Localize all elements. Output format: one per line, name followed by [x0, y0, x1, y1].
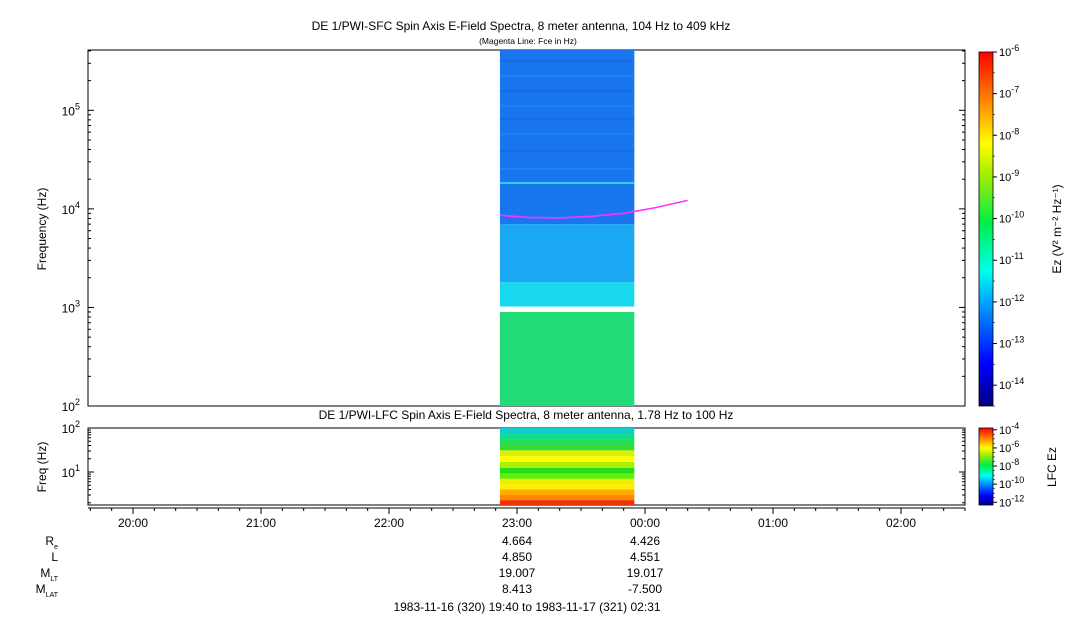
sfc-subtitle: (Magenta Line: Fce in Hz): [479, 36, 577, 46]
spectrogram-band-1-7: [499, 461, 635, 468]
ephemeris-value: 4.850: [502, 550, 532, 564]
y-tick-label: 103: [62, 298, 80, 315]
spectrogram-band-0-0: [499, 311, 635, 406]
colorbar-tick-label: 10-14: [999, 376, 1024, 392]
ephemeris-row-label: L: [51, 550, 58, 564]
colorbar-tick-label: 10-4: [999, 421, 1019, 437]
colorbar-tick-label: 10-8: [999, 126, 1019, 142]
colorbar-tick-label: 10-6: [999, 43, 1019, 59]
spectrogram-band-0-2: [499, 224, 635, 283]
spectrogram-band-1-9: [499, 450, 635, 457]
sfc-colorbar: 10-6 10-7 10-8 10-9 10-10 10-11 10-12 10-13 10-1…: [978, 43, 1064, 407]
lfc-colorbar: 10-4 10-6 10-8 10-10 10-12 LFC Ez: [978, 421, 1059, 509]
time-tick-label: 00:00: [630, 516, 660, 530]
spectrogram-band-1-3: [499, 484, 635, 490]
ephemeris-value: 19.007: [499, 566, 536, 580]
spectrogram-band-1-1: [499, 495, 635, 501]
sfc-colorbar-scale: [978, 51, 994, 407]
sfc-y-axis: 105 104 103 102: [62, 50, 965, 414]
spectrogram-band-1-10: [499, 444, 635, 451]
lfc-spectrogram-data: [499, 428, 635, 505]
spectrogram-band-1-12: [499, 433, 635, 440]
spectrogram-band-0-3: [499, 50, 635, 225]
lfc-y-axis: 102 101: [62, 419, 965, 504]
colorbar-tick-label: 10-10: [999, 475, 1024, 491]
colorbar-tick-label: 10-8: [999, 457, 1019, 473]
y-tick-label: 101: [62, 463, 80, 480]
ephemeris-value: 19.017: [627, 566, 664, 580]
ephemeris-table: Re 4.664 4.426 L 4.850 4.551 MLT 19.007 19.017 ML…: [36, 534, 664, 599]
sfc-title: DE 1/PWI-SFC Spin Axis E-Field Spectra, …: [312, 19, 731, 33]
colorbar-tick-label: 10-9: [999, 168, 1019, 184]
ephemeris-value: 4.426: [630, 534, 660, 548]
ephemeris-row-label: MLAT: [36, 582, 59, 599]
spectrogram-band-0-1: [499, 282, 635, 307]
spectrogram-band-1-11: [499, 439, 635, 445]
spectrogram-band-1-5: [499, 473, 635, 479]
time-tick-label: 02:00: [886, 516, 916, 530]
spectrogram-band-1-4: [499, 478, 635, 485]
lfc-title: DE 1/PWI-LFC Spin Axis E-Field Spectra, …: [319, 408, 734, 422]
time-tick-label: 23:00: [502, 516, 532, 530]
ephemeris-value: 8.413: [502, 582, 532, 596]
time-tick-label: 20:00: [118, 516, 148, 530]
spectrogram-band-1-13: [499, 428, 635, 434]
lfc-y-axis-label: Freq (Hz): [35, 442, 49, 493]
sfc-colorbar-label: Ez (V² m⁻² Hz⁻¹): [1050, 184, 1064, 273]
ephemeris-row-label: Re: [45, 534, 58, 551]
ephemeris-value: -7.500: [628, 582, 662, 596]
y-tick-label: 104: [62, 200, 80, 217]
y-tick-label: 105: [62, 101, 80, 118]
spectrogram-band-1-8: [499, 456, 635, 462]
date-range: 1983-11-16 (320) 19:40 to 1983-11-17 (32…: [393, 600, 660, 614]
colorbar-tick-label: 10-7: [999, 85, 1019, 101]
y-tick-label: 102: [62, 419, 80, 436]
spectrogram-band-1-0: [499, 500, 635, 505]
colorbar-tick-label: 10-13: [999, 335, 1024, 351]
time-tick-label: 01:00: [758, 516, 788, 530]
colorbar-tick-label: 10-6: [999, 439, 1019, 455]
ephemeris-value: 4.664: [502, 534, 532, 548]
lfc-spectrogram-panel: 102 101 Freq (Hz): [35, 419, 966, 506]
colorbar-tick-label: 10-12: [999, 493, 1024, 509]
sfc-spectrogram-data: [499, 50, 635, 406]
time-tick-label: 21:00: [246, 516, 276, 530]
sfc-spectrogram-panel: 105 104 103 102 Frequency (Hz): [35, 49, 966, 414]
spectrogram-band-1-2: [499, 489, 635, 496]
time-axis: 20:00 21:00 22:00 23:00 00:00 01:00 02:00: [88, 507, 966, 530]
spectrogram-band-1-6: [499, 467, 635, 474]
lfc-colorbar-scale: [978, 427, 994, 506]
colorbar-tick-label: 10-12: [999, 293, 1024, 309]
fce-line-series: [499, 199, 688, 219]
ephemeris-row-label: MLT: [40, 566, 58, 583]
data-gap: [499, 306, 635, 312]
colorbar-tick-label: 10-11: [999, 251, 1024, 267]
ephemeris-value: 4.551: [630, 550, 660, 564]
colorbar-tick-label: 10-10: [999, 210, 1024, 226]
time-tick-label: 22:00: [374, 516, 404, 530]
lfc-colorbar-label: LFC Ez: [1045, 447, 1059, 487]
y-tick-label: 102: [62, 397, 80, 414]
sfc-y-axis-label: Frequency (Hz): [35, 188, 49, 271]
